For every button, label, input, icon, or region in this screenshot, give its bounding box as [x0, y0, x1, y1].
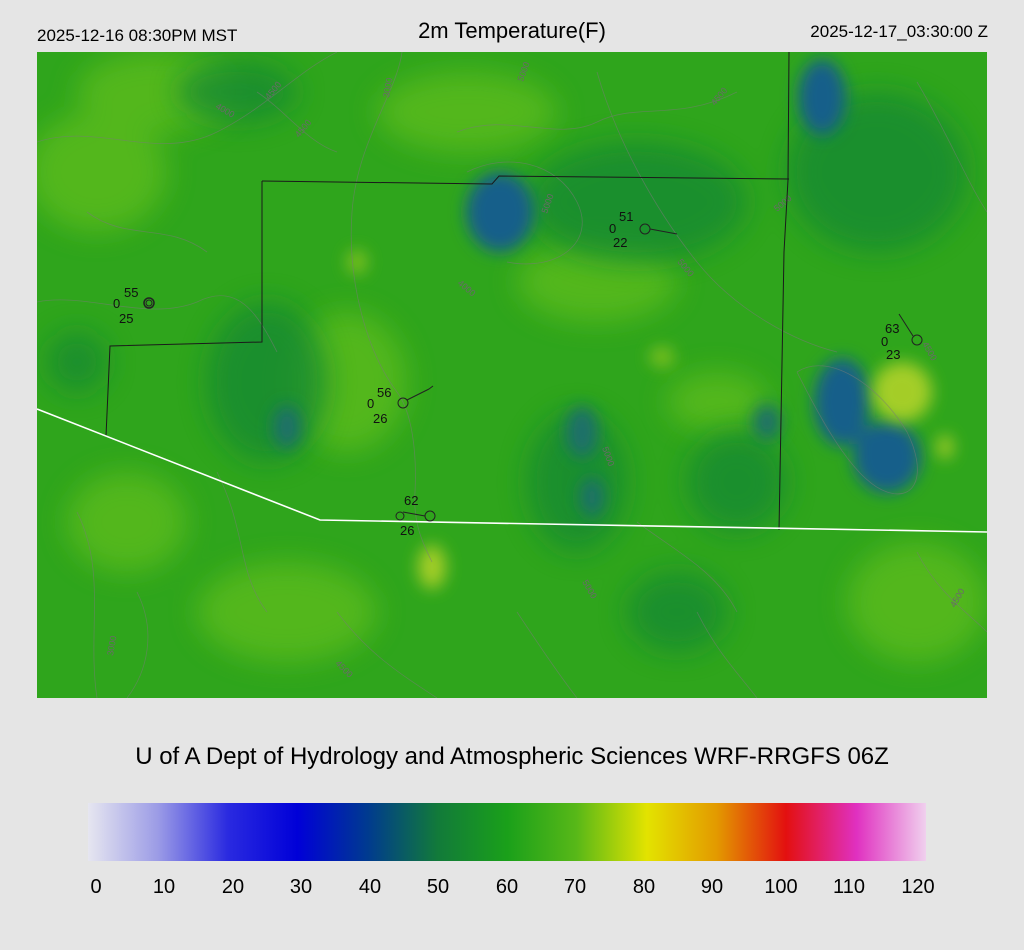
svg-text:56: 56 [377, 385, 391, 400]
colorbar-tick: 100 [764, 876, 798, 898]
svg-text:23: 23 [886, 347, 900, 362]
colorbar-tick: 40 [358, 876, 382, 898]
temperature-field-shading [37, 52, 987, 662]
model-credit: U of A Dept of Hydrology and Atmospheric… [135, 743, 889, 770]
svg-text:0: 0 [367, 396, 374, 411]
colorbar-tick: 0 [90, 876, 102, 898]
station-plot: 62 26 [395, 493, 436, 538]
svg-text:51: 51 [619, 209, 633, 224]
svg-text:3000: 3000 [105, 635, 118, 656]
station-plot: 56 0 26 [367, 385, 434, 426]
svg-text:22: 22 [613, 235, 627, 250]
map-title: 2m Temperature(F) [418, 18, 606, 43]
svg-text:63: 63 [885, 321, 899, 336]
colorbar-tick: 10 [152, 876, 176, 898]
station-plot: 63 0 23 [881, 313, 923, 362]
svg-text:25: 25 [119, 311, 133, 326]
temperature-colorbar [88, 803, 926, 861]
colorbar-tick: 110 [833, 876, 865, 898]
county-boundaries [105, 52, 790, 531]
temperature-map: 4000 4500 3000 5000 4500 5000 4000 5000 … [37, 52, 987, 698]
svg-text:3000: 3000 [381, 77, 394, 98]
valid-local-time: 2025-12-16 08:30PM MST [37, 26, 238, 45]
terrain-contours [37, 52, 987, 698]
colorbar-tick: 120 [901, 876, 935, 898]
svg-text:55: 55 [124, 285, 138, 300]
station-plot: 55 0 25 [113, 285, 155, 326]
colorbar-tick: 30 [289, 876, 313, 898]
station-plots: 55 0 25 51 0 22 56 0 26 [113, 209, 923, 538]
colorbar-tick: 50 [426, 876, 450, 898]
colorbar-tick: 80 [632, 876, 656, 898]
svg-text:26: 26 [400, 523, 414, 538]
state-boundary [37, 408, 987, 533]
colorbar-tick: 90 [700, 876, 724, 898]
valid-utc-time: 2025-12-17_03:30:00 Z [810, 22, 988, 41]
svg-text:0: 0 [113, 296, 120, 311]
colorbar-tick: 20 [221, 876, 245, 898]
colorbar-tick: 70 [563, 876, 587, 898]
colorbar-tick: 60 [495, 876, 519, 898]
svg-text:0: 0 [881, 334, 888, 349]
station-plot: 51 0 22 [609, 209, 678, 250]
svg-text:0: 0 [609, 221, 616, 236]
svg-text:62: 62 [404, 493, 418, 508]
svg-text:26: 26 [373, 411, 387, 426]
